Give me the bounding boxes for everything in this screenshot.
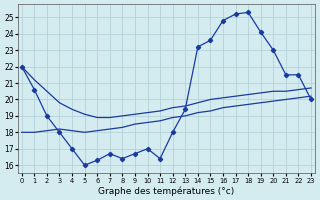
X-axis label: Graphe des températures (°c): Graphe des températures (°c) [98,186,235,196]
